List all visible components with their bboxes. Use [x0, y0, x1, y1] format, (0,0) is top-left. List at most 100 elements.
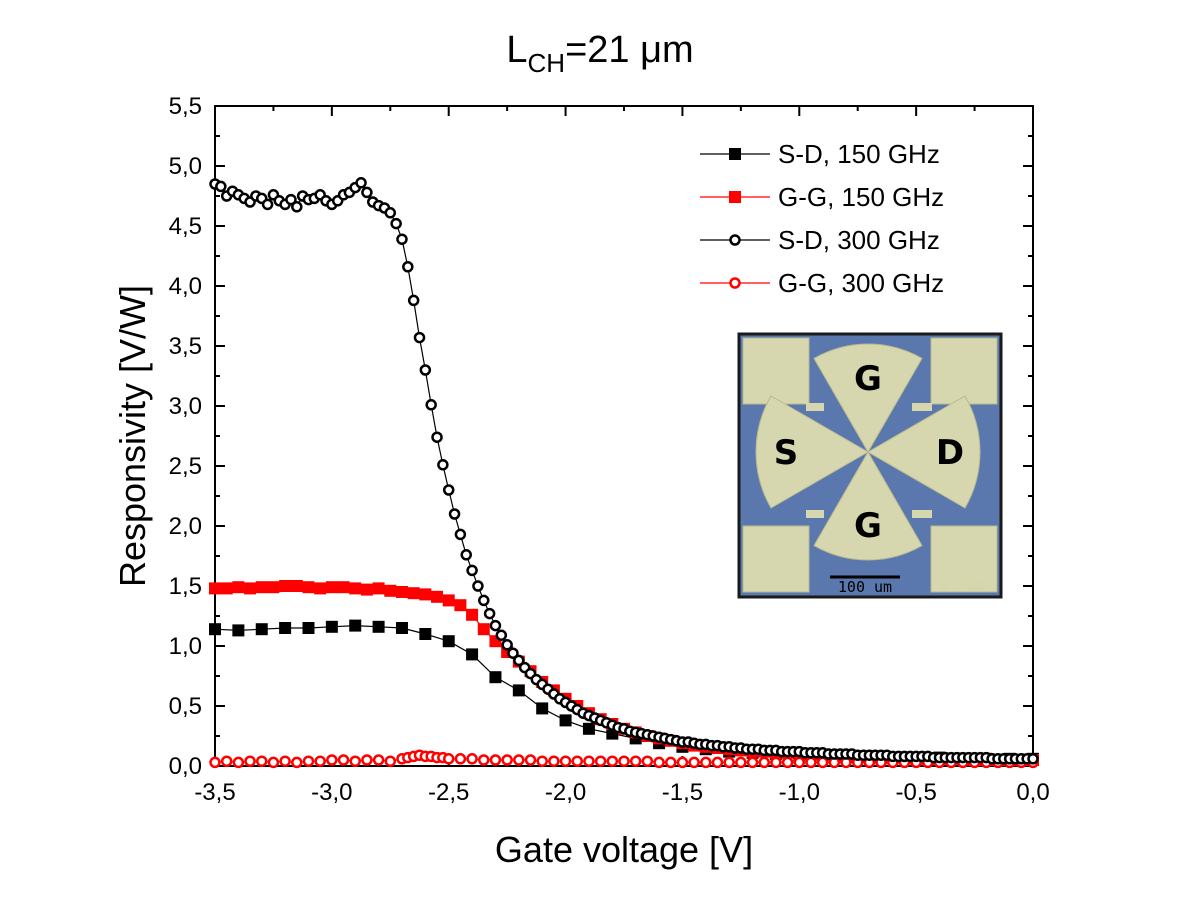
data-point: [220, 755, 233, 767]
y-tick-label: 2,5: [169, 453, 202, 480]
trace: [806, 403, 824, 411]
data-point: [431, 590, 444, 603]
legend-label: G-G, 150 GHz: [778, 182, 944, 212]
data-point: [723, 756, 735, 769]
series-line: [214, 624, 1033, 760]
legend-marker: [729, 148, 741, 160]
legend-label: G-G, 300 GHz: [778, 268, 944, 298]
x-tick-label: -2,5: [428, 779, 469, 806]
data-point: [501, 639, 513, 651]
data-point: [302, 581, 315, 594]
data-point: [384, 207, 397, 219]
data-point: [501, 754, 513, 766]
data-point: [513, 654, 525, 667]
terminal-label: D: [936, 433, 964, 473]
data-point: [291, 756, 303, 769]
corner-pad: [742, 337, 810, 405]
y-tick-label: 5,0: [169, 153, 202, 180]
data-point: [255, 581, 268, 594]
x-axis-title: Gate voltage [V]: [495, 829, 753, 870]
y-tick-label: 1,5: [169, 573, 202, 600]
trace: [912, 510, 932, 518]
series-1: [209, 580, 1039, 766]
device-micrograph-inset: G S D G 100 um W 3um: [737, 332, 1003, 599]
legend-marker: [729, 191, 741, 203]
trace: [912, 403, 932, 411]
data-point: [290, 580, 303, 592]
chart-title: LCH=21 μm: [506, 29, 693, 78]
y-tick-label: 4,5: [169, 213, 202, 240]
data-point: [419, 588, 432, 601]
data-point: [209, 623, 221, 636]
data-point: [372, 754, 385, 766]
data-point: [325, 581, 338, 594]
x-tick-label: -1,5: [662, 779, 703, 806]
data-point: [606, 755, 619, 767]
x-tick-label: -1,0: [779, 779, 820, 806]
data-point: [407, 294, 420, 307]
data-point: [384, 584, 397, 597]
data-point: [442, 753, 455, 765]
data-point: [495, 629, 508, 641]
legend-item: G-G, 150 GHz: [700, 182, 944, 212]
data-point: [466, 564, 478, 577]
data-point: [1027, 753, 1039, 765]
x-tick-label: -2,0: [545, 779, 586, 806]
corner-pad: [930, 525, 998, 593]
data-point: [244, 582, 257, 595]
data-point: [413, 331, 426, 344]
data-point: [232, 624, 245, 637]
y-tick-label: 3,0: [169, 393, 202, 420]
data-point: [711, 756, 724, 769]
corner-label: W 3um: [939, 576, 984, 594]
data-point: [314, 755, 326, 767]
data-point: [582, 722, 595, 735]
data-point: [618, 755, 630, 767]
data-point: [325, 620, 338, 633]
data-point: [653, 756, 665, 769]
data-point: [349, 582, 362, 595]
y-tick-labels: 0,0 0,5 1,0 1,5 2,0 2,5 3,0 3,5 4,0 4,5 5,0 5,5: [169, 93, 202, 780]
data-point: [209, 756, 221, 769]
data-point: [489, 754, 502, 766]
data-point: [793, 756, 806, 769]
data-point: [664, 756, 677, 769]
data-point: [302, 622, 315, 634]
legend-item: G-G, 300 GHz: [700, 268, 944, 298]
data-point: [244, 755, 256, 767]
data-point: [326, 754, 338, 766]
y-tick-label: 2,0: [169, 513, 202, 540]
data-point: [232, 756, 245, 769]
data-point: [466, 608, 479, 621]
data-point: [594, 755, 607, 767]
y-tick-label: 1,0: [169, 633, 202, 660]
data-point: [425, 399, 437, 411]
data-point: [395, 586, 408, 598]
data-point: [442, 484, 455, 496]
data-point: [478, 754, 490, 766]
data-point: [512, 684, 525, 697]
data-point: [314, 582, 327, 595]
x-tick-label: -3,0: [311, 779, 352, 806]
data-point: [454, 599, 467, 612]
data-point: [279, 580, 292, 592]
legend-marker: [729, 277, 741, 289]
data-point: [355, 177, 367, 189]
data-point: [267, 581, 280, 594]
antenna-sector: [866, 395, 981, 509]
data-point: [337, 581, 350, 594]
data-point: [583, 755, 595, 767]
x-tick-label: -3,5: [194, 779, 235, 806]
data-point: [396, 233, 408, 245]
data-point: [209, 582, 221, 595]
data-point: [419, 364, 432, 376]
data-point: [466, 753, 478, 765]
data-point: [407, 587, 420, 600]
data-point: [816, 756, 829, 769]
y-axis-title: Responsivity [V/W]: [112, 285, 153, 587]
legend-label: S-D, 150 GHz: [778, 139, 940, 169]
data-point: [215, 180, 227, 193]
data-point: [442, 635, 455, 648]
data-point: [279, 622, 292, 634]
trace: [806, 510, 824, 518]
